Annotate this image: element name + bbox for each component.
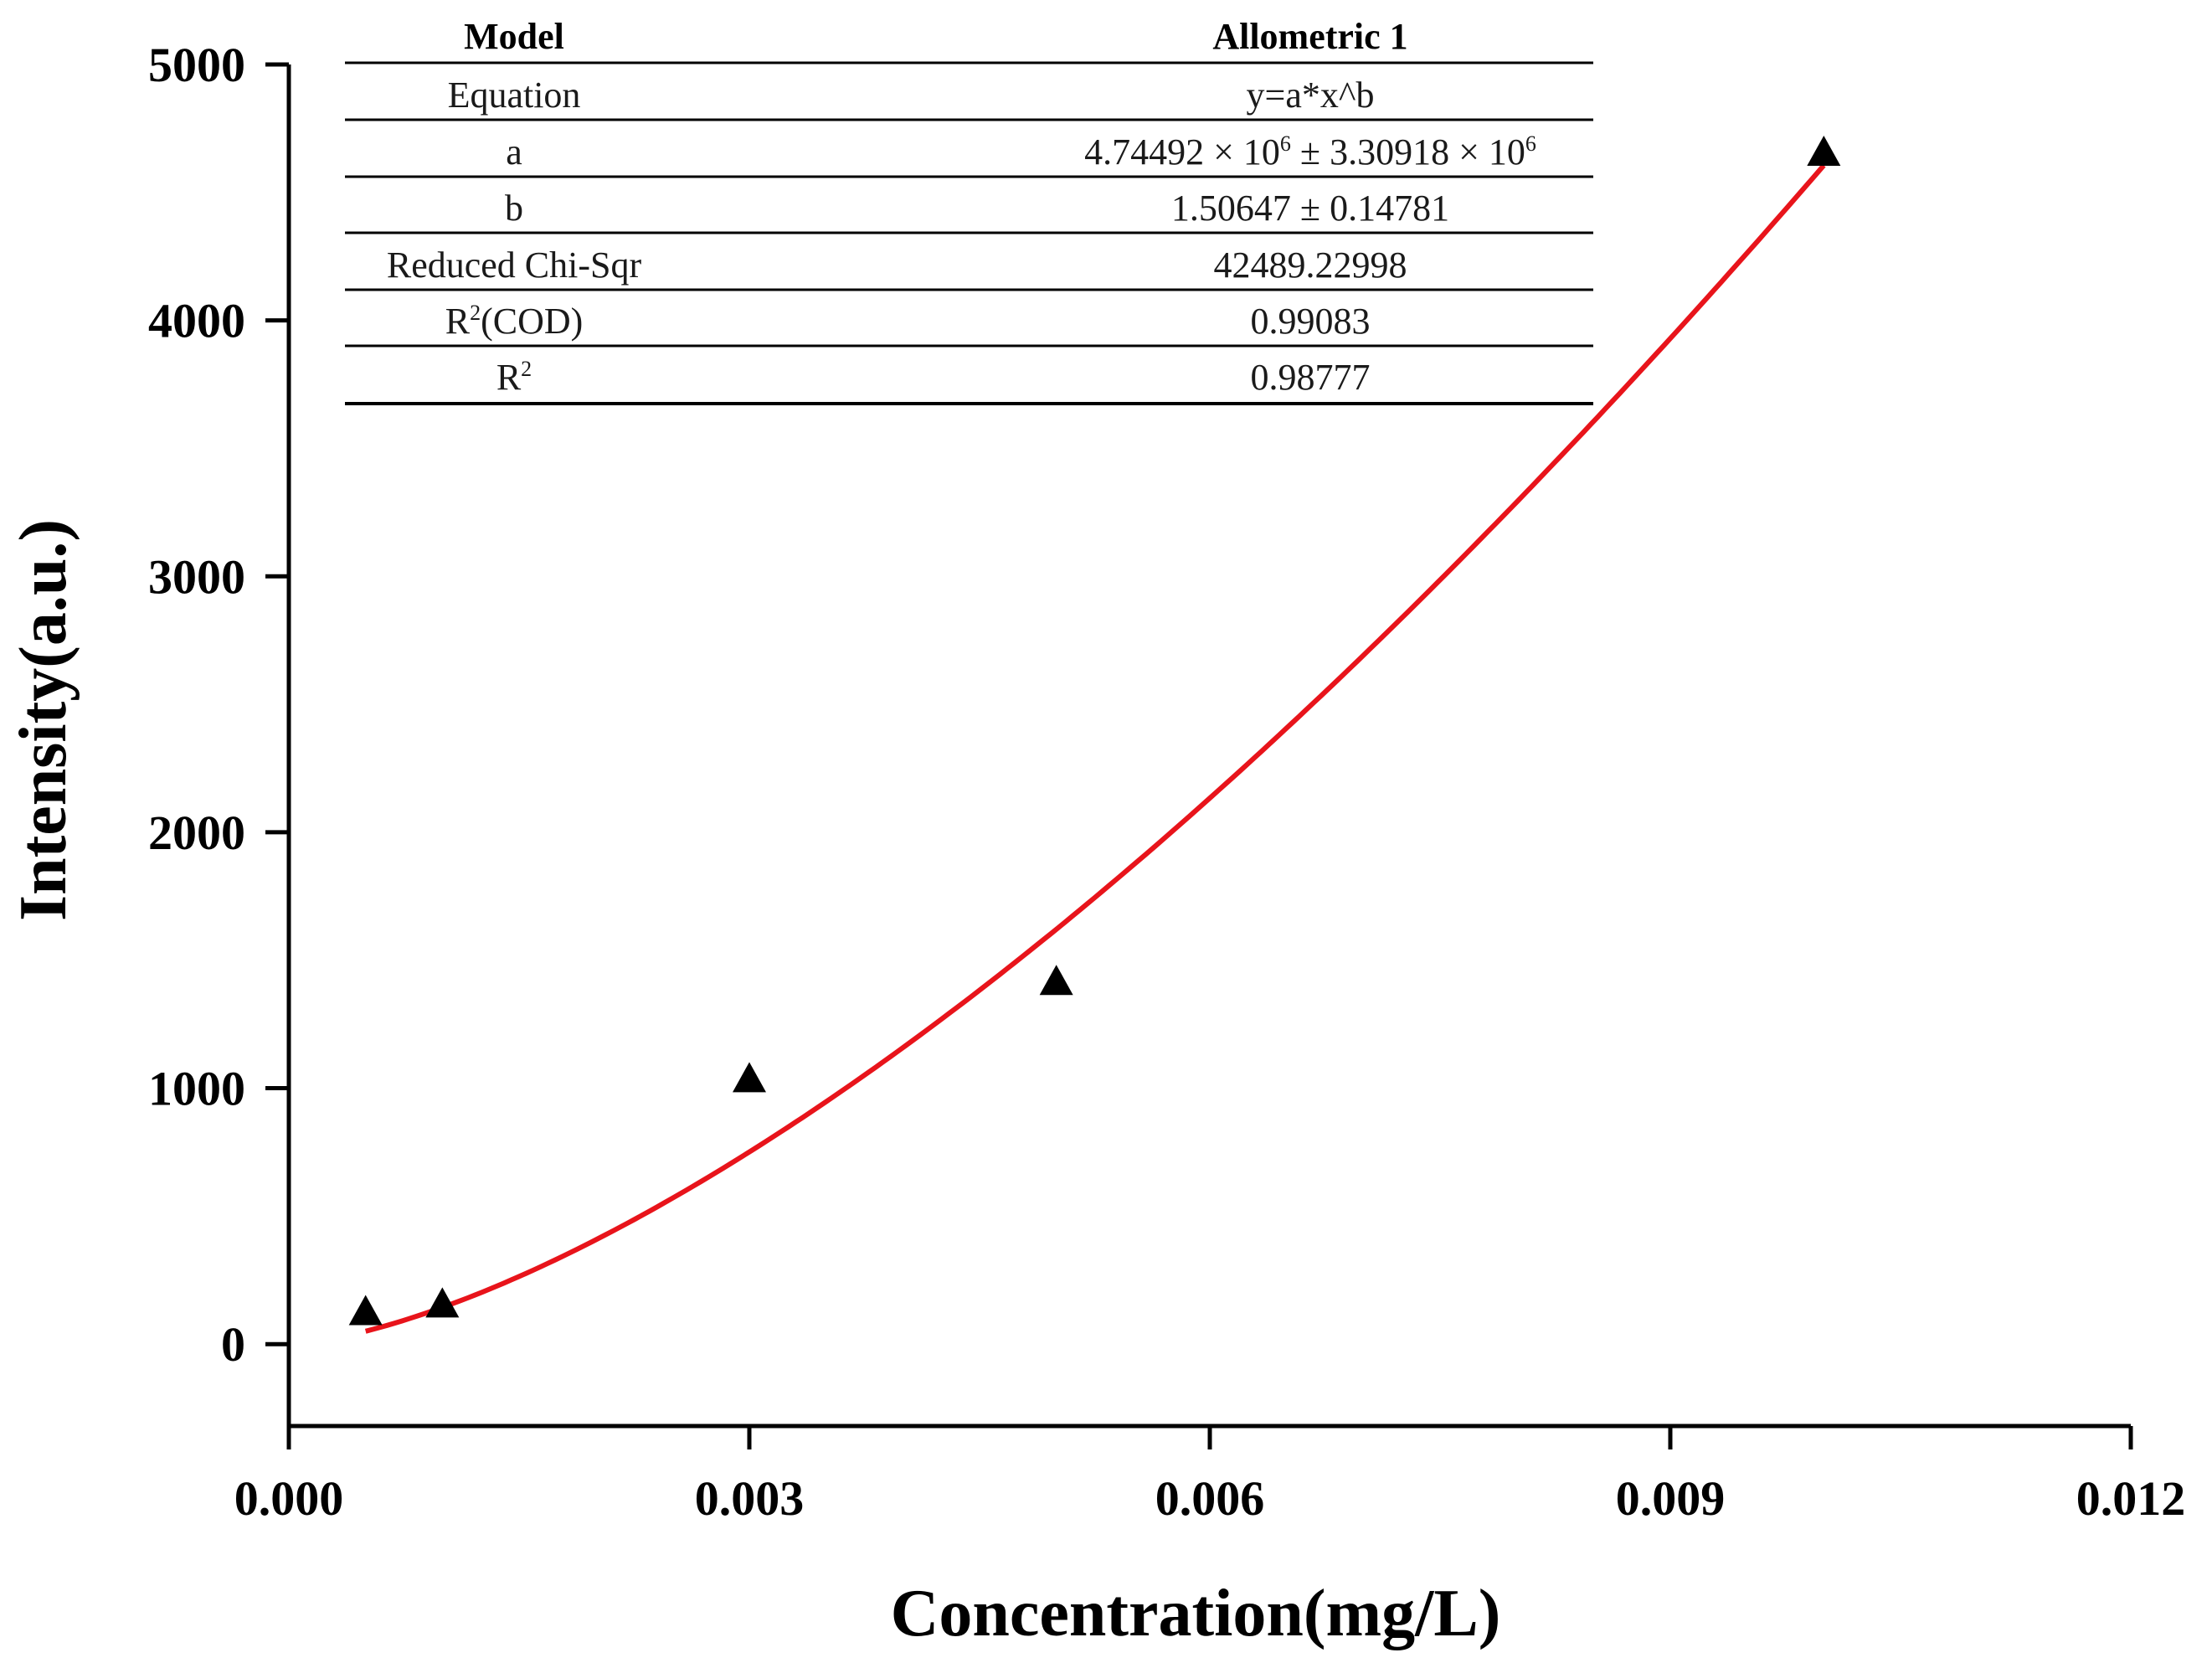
row-equation-value: y=a*x^b [1247, 75, 1375, 116]
r2cod-exponent: 2 [470, 301, 481, 325]
data-point-marker [348, 1295, 383, 1326]
row-r2-value: 0.98777 [1251, 357, 1371, 398]
x-tick-label: 0.009 [1616, 1471, 1726, 1526]
x-tick-label: 0.006 [1155, 1471, 1265, 1526]
data-point-marker [733, 1062, 766, 1093]
y-tick-label: 1000 [148, 1062, 245, 1116]
r2cod-suffix: (COD) [481, 301, 583, 342]
row-a-error-part: ± 3.30918 × 10 [1291, 131, 1525, 172]
fit-parameters-table: Model Allometric 1 Equation y=a*x^b a 4.… [345, 16, 1593, 405]
x-tick-label: 0.000 [234, 1471, 344, 1526]
row-a-error-exponent: 6 [1525, 131, 1536, 156]
data-markers [348, 135, 1841, 1326]
data-point-marker [425, 1287, 460, 1318]
x-axis-title: Concentration(mg/L) [891, 1577, 1501, 1650]
table-header-allometric: Allometric 1 [1212, 16, 1407, 57]
y-tick-label: 0 [221, 1317, 245, 1372]
row-r2cod-label: R2(COD) [445, 301, 584, 342]
row-r2-label: R2 [496, 357, 532, 398]
y-tick-label: 2000 [148, 806, 245, 860]
r2cod-r: R [445, 301, 471, 342]
y-tick-label: 3000 [148, 549, 245, 604]
row-a-value-part: 4.74492 × 10 [1084, 131, 1280, 172]
row-chisqr-label: Reduced Chi-Sqr [387, 245, 642, 286]
row-b-value: 1.50647 ± 0.14781 [1171, 188, 1449, 229]
y-axis-title: Intensity(a.u.) [7, 519, 80, 921]
row-a-exponent: 6 [1280, 131, 1291, 156]
y-axis-ticks: 0 1000 2000 3000 4000 5000 [148, 38, 289, 1372]
row-b-label: b [505, 188, 523, 229]
data-point-marker [1807, 135, 1841, 166]
x-axis-ticks: 0.000 0.003 0.006 0.009 0.012 [234, 1426, 2186, 1526]
y-tick-label: 5000 [148, 38, 245, 92]
y-tick-label: 4000 [148, 294, 245, 348]
row-chisqr-value: 42489.22998 [1214, 245, 1407, 286]
row-equation-label: Equation [448, 75, 581, 116]
r2-r: R [496, 357, 522, 398]
row-r2cod-value: 0.99083 [1251, 301, 1371, 342]
row-a-label: a [506, 131, 522, 172]
table-header-model: Model [464, 16, 564, 57]
row-a-value: 4.74492 × 106 ± 3.30918 × 106 [1084, 131, 1536, 172]
data-point-marker [1039, 965, 1073, 996]
fit-curve [364, 163, 1826, 1334]
x-tick-label: 0.003 [695, 1471, 805, 1526]
r2-exponent: 2 [521, 357, 532, 381]
x-tick-label: 0.012 [2076, 1471, 2186, 1526]
